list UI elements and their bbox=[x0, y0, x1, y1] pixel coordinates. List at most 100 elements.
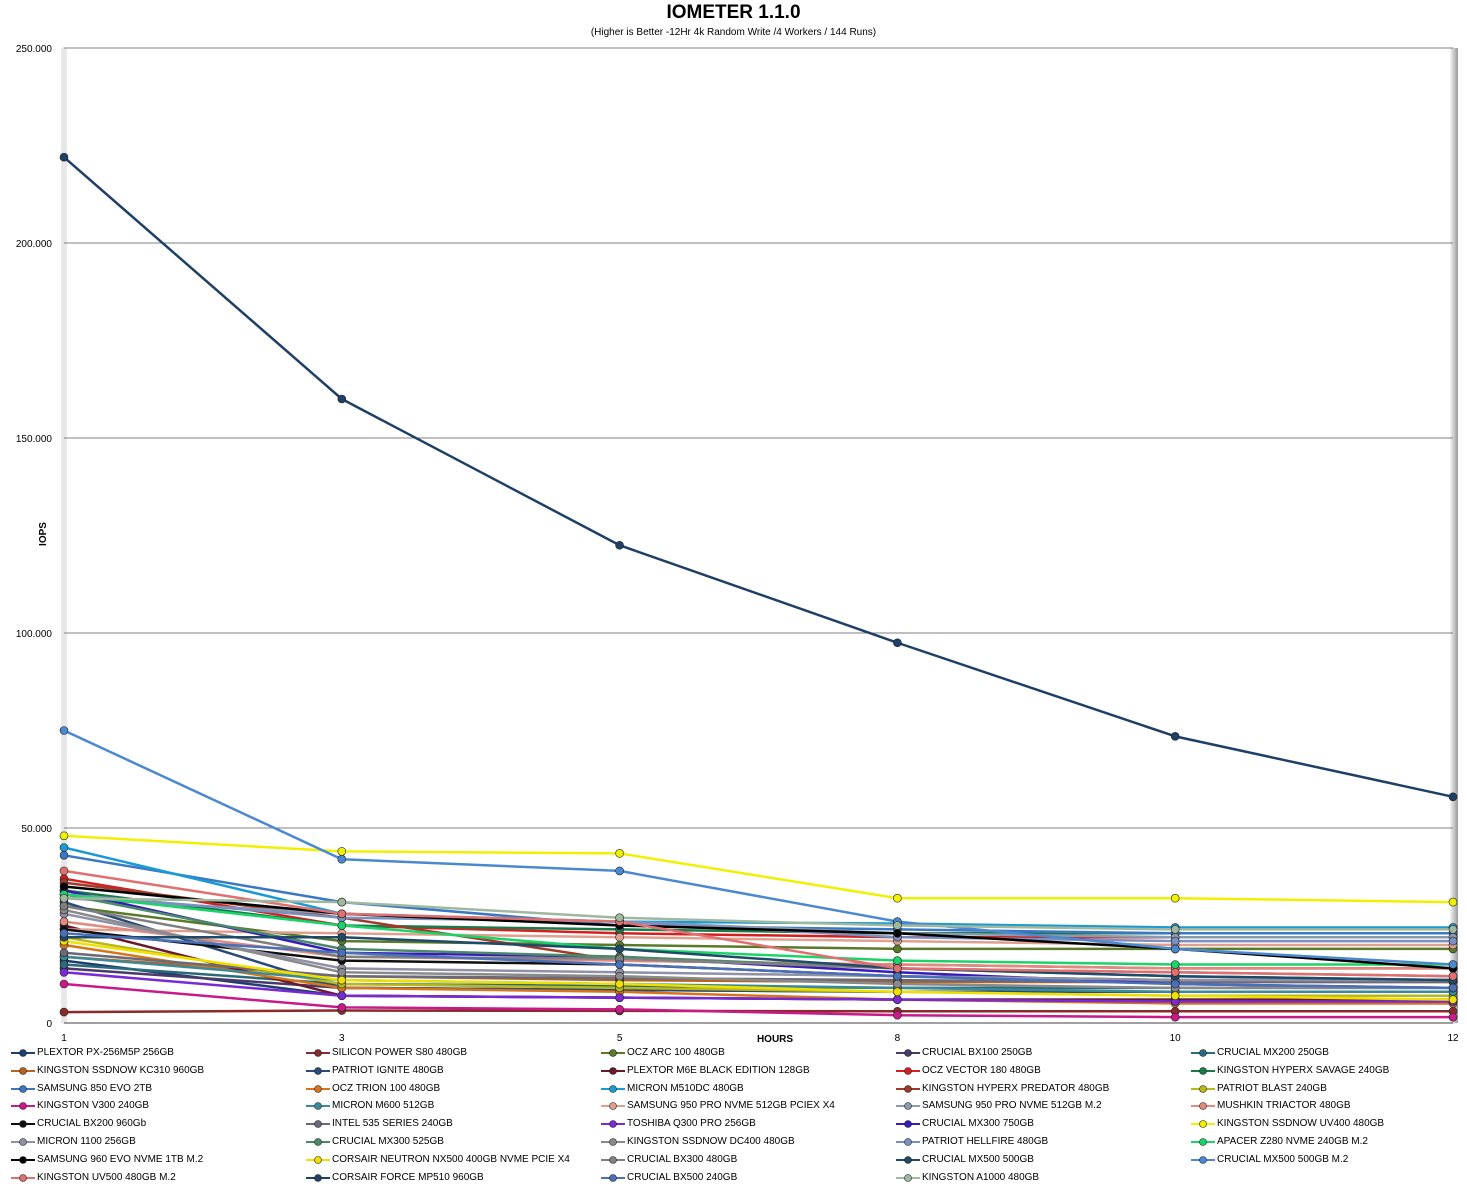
data-point bbox=[615, 913, 624, 923]
legend-label: KINGSTON UV500 480GB M.2 bbox=[37, 1171, 176, 1183]
data-point bbox=[1170, 979, 1180, 989]
legend-swatch bbox=[1191, 1102, 1215, 1111]
plot-area bbox=[63, 47, 1454, 1024]
data-point bbox=[59, 850, 69, 860]
legend-label: CRUCIAL MX500 500GB M.2 bbox=[1217, 1153, 1349, 1165]
data-point bbox=[893, 1010, 902, 1020]
series-line bbox=[63, 729, 1454, 966]
legend-label: KINGSTON SSDNOW DC400 480GB bbox=[627, 1136, 795, 1147]
series-line bbox=[63, 896, 1453, 931]
data-point bbox=[1170, 1012, 1180, 1022]
series-line bbox=[63, 932, 1454, 990]
data-point bbox=[615, 993, 624, 1002]
data-point bbox=[1170, 893, 1180, 903]
data-point bbox=[337, 394, 347, 404]
data-point bbox=[337, 991, 347, 1001]
legend-label: PLEXTOR M6E BLACK EDITION 128GB bbox=[627, 1064, 810, 1076]
series-line bbox=[63, 928, 1453, 947]
data-point bbox=[59, 928, 69, 938]
data-point bbox=[1448, 971, 1458, 981]
series-line bbox=[63, 939, 1454, 1001]
legend-label: OCZ TRION 100 480GB bbox=[332, 1082, 441, 1094]
legend-label: KINGSTON V300 240GB bbox=[37, 1100, 150, 1112]
y-tick-label: 50.000 bbox=[21, 824, 52, 835]
legend-swatch bbox=[896, 1120, 920, 1128]
legend-label: KINGSTON SSDNOW KC310 960GB bbox=[37, 1064, 205, 1076]
series-line bbox=[63, 955, 1453, 994]
data-point bbox=[59, 152, 69, 162]
data-point bbox=[893, 944, 902, 954]
series-line bbox=[63, 834, 1454, 904]
plot-left-wall bbox=[61, 48, 67, 1023]
x-tick-label: 10 bbox=[1170, 1033, 1182, 1044]
data-point bbox=[893, 956, 902, 965]
legend-swatch bbox=[601, 1084, 625, 1093]
data-point bbox=[893, 971, 902, 981]
legend-swatch bbox=[896, 1138, 920, 1146]
y-axis-title: IOPS bbox=[38, 522, 49, 546]
data-point bbox=[615, 1005, 624, 1014]
x-tick-label: 8 bbox=[895, 1033, 901, 1044]
y-tick-label: 250.000 bbox=[16, 44, 53, 55]
legend-swatch bbox=[1191, 1120, 1215, 1128]
legend-swatch bbox=[896, 1066, 920, 1075]
data-point bbox=[59, 1007, 69, 1017]
legend-swatch bbox=[896, 1084, 920, 1093]
legend-swatch bbox=[896, 1102, 920, 1111]
data-point bbox=[337, 897, 347, 907]
data-point bbox=[59, 893, 69, 903]
data-point bbox=[1448, 925, 1458, 934]
legend-swatch bbox=[601, 1049, 625, 1057]
series-line bbox=[63, 896, 1453, 939]
legend-label: MICRON M510DC 480GB bbox=[627, 1082, 744, 1094]
data-point bbox=[893, 995, 902, 1004]
data-point bbox=[893, 979, 902, 989]
series-line bbox=[63, 156, 1454, 799]
data-point bbox=[337, 932, 347, 942]
series-line bbox=[63, 869, 1454, 978]
x-tick-label: 5 bbox=[617, 1033, 623, 1044]
data-point bbox=[1170, 960, 1180, 969]
legend-label: CRUCIAL MX300 750GB bbox=[922, 1118, 1034, 1130]
legend-swatch bbox=[601, 1138, 625, 1146]
legend-swatch bbox=[601, 1155, 625, 1164]
data-point bbox=[615, 979, 624, 989]
data-point bbox=[59, 882, 69, 891]
legend-swatch bbox=[601, 1102, 625, 1111]
data-point bbox=[1448, 983, 1458, 993]
legend-label: SAMSUNG 950 PRO NVME 512GB M.2 bbox=[922, 1100, 1102, 1112]
data-point bbox=[1448, 995, 1458, 1004]
legend-label: SILICON POWER S80 480GB bbox=[332, 1047, 468, 1058]
legend-swatch bbox=[1191, 1084, 1215, 1093]
legend-swatch bbox=[306, 1066, 330, 1075]
legend-label: CRUCIAL BX500 240GB bbox=[627, 1171, 738, 1183]
data-point bbox=[893, 928, 902, 938]
legend-swatch bbox=[1191, 1049, 1215, 1057]
legend-label: PATRIOT BLAST 240GB bbox=[1217, 1082, 1327, 1094]
legend-label: MICRON 1100 256GB bbox=[37, 1136, 136, 1147]
data-point bbox=[615, 540, 624, 550]
legend-label: CORSAIR FORCE MP510 960GB bbox=[332, 1171, 484, 1183]
series-36 bbox=[59, 152, 1458, 802]
legend-label: OCZ ARC 100 480GB bbox=[627, 1047, 725, 1058]
data-point bbox=[1448, 936, 1458, 946]
data-point bbox=[59, 726, 69, 735]
data-point bbox=[337, 909, 347, 919]
data-point bbox=[893, 921, 902, 930]
data-point bbox=[1448, 792, 1458, 802]
series-line bbox=[63, 943, 1453, 1005]
data-point bbox=[615, 932, 624, 942]
chart-subtitle: (Higher is Better -12Hr 4k Random Write … bbox=[590, 27, 877, 38]
data-point bbox=[59, 979, 69, 989]
series-line bbox=[64, 935, 1454, 982]
legend-label: INTEL 535 SERIES 240GB bbox=[332, 1118, 453, 1130]
legend-label: OCZ VECTOR 180 480GB bbox=[922, 1064, 1041, 1076]
data-point bbox=[1170, 991, 1180, 1001]
legend-swatch bbox=[896, 1155, 920, 1164]
data-point bbox=[59, 948, 69, 958]
series-line bbox=[63, 982, 1453, 1019]
legend-swatch bbox=[11, 1084, 35, 1093]
legend-swatch bbox=[601, 1066, 625, 1075]
legend-label: PATRIOT IGNITE 480GB bbox=[332, 1064, 444, 1076]
legend-label: SAMSUNG 950 PRO NVME 512GB PCIEX X4 bbox=[627, 1100, 835, 1112]
